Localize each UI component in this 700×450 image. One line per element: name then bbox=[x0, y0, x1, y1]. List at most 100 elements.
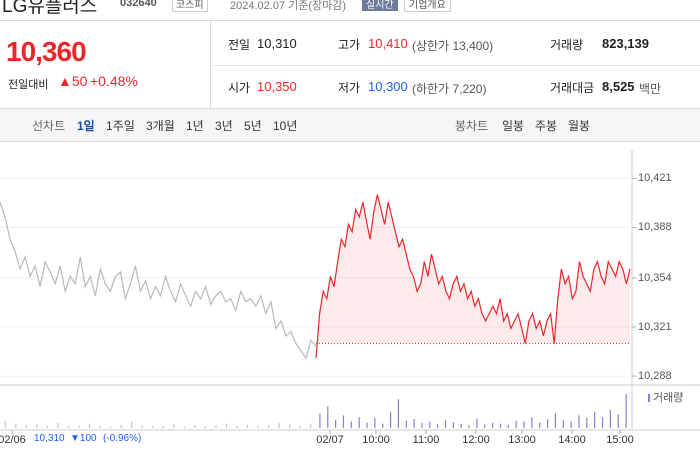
footer-price: 10,310 bbox=[34, 433, 65, 444]
volume-bar bbox=[468, 425, 470, 428]
volume-bar bbox=[36, 424, 38, 428]
tab[interactable]: 5년 bbox=[244, 119, 262, 133]
volume-bar bbox=[397, 399, 400, 428]
area bbox=[316, 194, 630, 359]
cell-value: 10,410 bbox=[368, 36, 408, 51]
volume-bar bbox=[25, 425, 27, 428]
line bbox=[0, 201, 317, 360]
cell-note: (상한가 13,400) bbox=[412, 39, 494, 53]
volume-bar bbox=[335, 420, 337, 428]
volume-bar bbox=[594, 411, 596, 428]
volume-bar bbox=[374, 417, 376, 428]
volume-bar bbox=[617, 414, 619, 428]
volume-bar bbox=[110, 426, 112, 428]
volume-bar bbox=[141, 425, 143, 428]
volume-bar bbox=[460, 423, 462, 428]
cell-label: 시가 bbox=[228, 81, 251, 95]
x-tick-label: 14:00 bbox=[558, 434, 586, 446]
volume-bar bbox=[342, 415, 345, 428]
y-tick-label: 10,354 bbox=[638, 272, 672, 284]
tab[interactable]: 3개월 bbox=[146, 119, 175, 133]
volume-bar bbox=[586, 417, 588, 428]
volume-bar bbox=[15, 423, 17, 428]
volume-bar bbox=[570, 421, 572, 428]
cell-value: 10,310 bbox=[257, 36, 297, 51]
divider bbox=[210, 65, 700, 66]
volume-bar bbox=[289, 424, 291, 428]
cell-label: 전일 bbox=[228, 38, 251, 52]
cell-label: 거래량 bbox=[550, 38, 584, 52]
volume-bar bbox=[350, 421, 352, 428]
volume-bar bbox=[162, 425, 164, 428]
volume-bar bbox=[310, 423, 312, 428]
cell-note: 백만 bbox=[639, 82, 662, 96]
tab[interactable]: 3년 bbox=[215, 119, 233, 133]
volume-bar bbox=[499, 423, 502, 428]
volume-bar bbox=[625, 393, 627, 428]
x-tick-label: 12:00 bbox=[462, 434, 490, 446]
tab[interactable]: 10년 bbox=[273, 119, 298, 133]
volume-bar bbox=[4, 420, 6, 428]
volume-bar bbox=[562, 420, 564, 428]
volume-bar bbox=[358, 417, 360, 428]
stock-code: 032640 bbox=[120, 0, 157, 9]
volume-bar bbox=[554, 413, 557, 428]
tab[interactable]: 일봉 bbox=[502, 119, 525, 133]
x-tick-label: 15:00 bbox=[606, 434, 634, 446]
change-label: 전일대비 bbox=[8, 79, 49, 91]
volume-bar bbox=[131, 421, 133, 428]
tab[interactable]: 월봉 bbox=[568, 119, 591, 133]
volume-bar bbox=[546, 419, 549, 428]
volume-bar bbox=[99, 425, 101, 428]
volume-bar bbox=[389, 411, 392, 428]
cell-note: (하한가 7,220) bbox=[412, 82, 487, 96]
volume-bar bbox=[601, 417, 604, 428]
volume-bar bbox=[452, 422, 454, 428]
divider bbox=[210, 20, 211, 108]
volume-bar bbox=[578, 415, 580, 428]
x-tick-label: 13:00 bbox=[508, 434, 536, 446]
volume-bar bbox=[319, 413, 321, 428]
stock-name: LG유플러스 bbox=[2, 0, 98, 17]
volume-bar bbox=[405, 420, 407, 428]
volume-bar bbox=[507, 424, 509, 428]
volume-bar bbox=[67, 426, 70, 428]
tab-heading[interactable]: 봉차트 bbox=[455, 119, 489, 133]
change: ▲50 bbox=[58, 73, 88, 89]
cell-value: 10,350 bbox=[257, 79, 297, 94]
cell-value: 823,139 bbox=[602, 36, 649, 51]
volume-bar bbox=[327, 406, 329, 428]
cell-value: 8,525 bbox=[602, 79, 635, 94]
volume-bar bbox=[413, 419, 415, 428]
volume-bar bbox=[152, 426, 154, 428]
volume-bar bbox=[120, 424, 122, 428]
volume-bar bbox=[215, 425, 217, 428]
y-tick-label: 10,288 bbox=[638, 370, 672, 382]
volume-bar bbox=[236, 425, 238, 428]
footer-change: ▼100 bbox=[70, 433, 97, 444]
company-button[interactable]: 기업개요 bbox=[404, 0, 451, 12]
volume-bar bbox=[88, 423, 91, 428]
tab-heading[interactable]: 선차트 bbox=[32, 119, 66, 133]
volume-bar bbox=[246, 424, 249, 428]
tab[interactable]: 1주일 bbox=[106, 119, 135, 133]
tab[interactable]: 1년 bbox=[186, 119, 204, 133]
volume-bar bbox=[225, 423, 228, 428]
y-tick-label: 10,388 bbox=[638, 221, 672, 233]
line bbox=[315, 194, 631, 359]
y-tick-label: 10,421 bbox=[638, 172, 672, 184]
legend-label: 거래량 bbox=[653, 391, 683, 404]
volume-bar bbox=[173, 424, 175, 428]
x-tick-label: 10:00 bbox=[362, 434, 390, 446]
volume-bar bbox=[444, 420, 447, 428]
tab[interactable]: 1일 bbox=[77, 119, 95, 133]
legend-swatch bbox=[648, 394, 650, 402]
market-badge: 코스피 bbox=[172, 0, 208, 12]
tab[interactable]: 주봉 bbox=[535, 119, 558, 133]
volume-bar bbox=[299, 425, 301, 428]
realtime-button[interactable]: 실시간 bbox=[362, 0, 398, 11]
footer-percent: (-0.96%) bbox=[103, 433, 142, 444]
date: 2024.02.07 기준(장마감) bbox=[230, 0, 347, 12]
volume-bar bbox=[421, 422, 423, 428]
